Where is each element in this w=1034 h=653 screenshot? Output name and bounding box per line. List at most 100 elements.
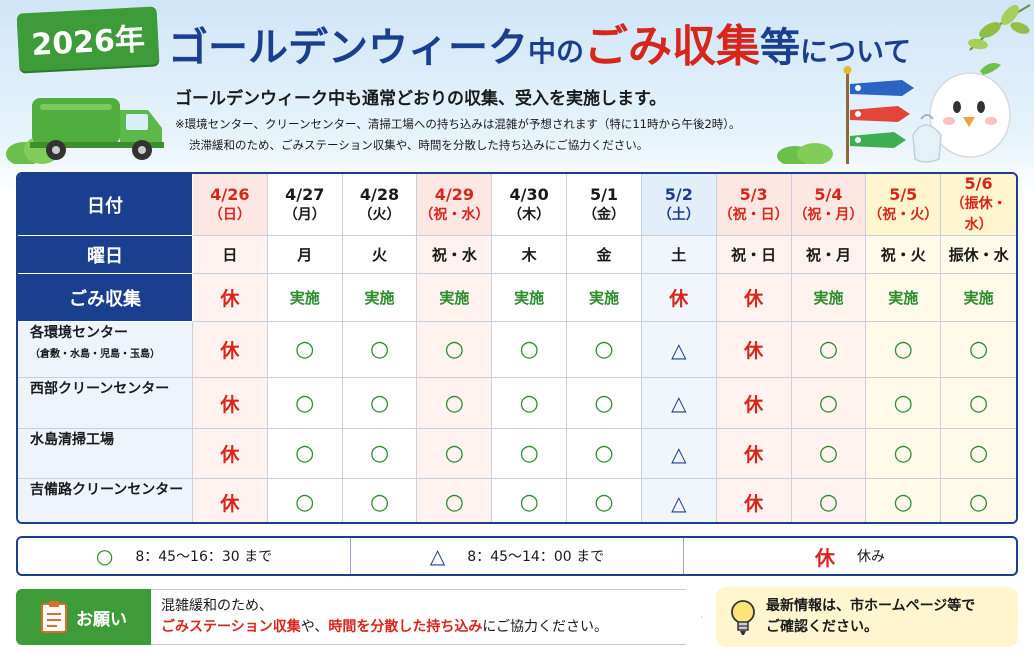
status-cell: ○ (267, 378, 343, 429)
date-paren: （祝・火） (868, 206, 939, 223)
status-cell: ○ (417, 429, 493, 479)
weekday-cell: 金 (567, 236, 642, 274)
status-cell: ○ (492, 429, 568, 479)
status-cell: ○ (417, 378, 493, 429)
date-paren: （月） (283, 206, 326, 223)
legend-triangle: △ 8：45～14：00 まで (351, 538, 684, 574)
date-text: 4/28 (359, 184, 400, 204)
status-cell: 休 (193, 378, 268, 429)
weekday-cell: 祝・月 (791, 236, 867, 274)
date-paren: （祝・日） (718, 206, 789, 223)
collection-status: 実施 (417, 274, 493, 322)
legend-circle: ○ 8：45～16：30 まで (18, 538, 351, 574)
facility-label: 各環境センター （倉敷・水島・児島・玉島） (18, 322, 193, 378)
status-cell: ○ (791, 429, 867, 479)
legend: ○ 8：45～16：30 まで △ 8：45～14：00 まで 休 休み (16, 536, 1018, 576)
status-cell: △ (641, 322, 717, 378)
date-paren: （土） (657, 206, 700, 223)
date-paren: （日） (208, 206, 251, 223)
rest-symbol: 休 (815, 545, 835, 570)
status-cell: ○ (567, 378, 642, 429)
status-cell: 休 (193, 322, 268, 378)
facility-name: 水島清掃工場 (30, 432, 114, 448)
light-bulb-icon (731, 600, 755, 635)
koinobori-icon (843, 66, 914, 164)
weekday-cell: 月 (267, 236, 343, 274)
info-text: 最新情報は、市ホームページ等で ご確認ください。 (766, 596, 975, 638)
status-cell: ○ (567, 479, 642, 522)
weekday-cell: 祝・水 (417, 236, 493, 274)
triangle-symbol: △ (429, 544, 446, 568)
weekday-cell: 火 (342, 236, 418, 274)
schedule-table: 日付 4/26 （日） 4/27 （月） 4/28 （火） 4/29 （祝・水） 4/30 （木） 5… (16, 172, 1018, 524)
date-header: 4/29 （祝・水） (417, 174, 493, 236)
collection-status: 実施 (567, 274, 642, 322)
year-badge: 2026年 (16, 6, 160, 72)
legend-rest-text: 休み (857, 549, 885, 565)
status-cell: △ (641, 429, 717, 479)
facility-name: 各環境センター (30, 325, 128, 341)
status-cell: ○ (492, 322, 568, 378)
collection-status: 実施 (866, 274, 942, 322)
status-cell: ○ (268, 479, 343, 522)
date-paren: （火） (358, 206, 401, 223)
date-text: 5/2 (664, 184, 693, 204)
weekday-cell: 祝・火 (866, 236, 942, 274)
status-cell: ○ (941, 378, 1016, 429)
clipboard-icon (41, 601, 67, 633)
collection-status: 実施 (791, 274, 867, 322)
request-line1: 混雑緩和のため、 (161, 598, 273, 614)
date-header: 5/5 （祝・火） (866, 174, 942, 236)
legend-triangle-text: 8：45～14：00 まで (467, 549, 605, 565)
status-cell: ○ (791, 378, 867, 429)
congestion-note: ※環境センター、クリーンセンター、清掃工場への持ち込みは混雑が予想されます（特に… (175, 114, 741, 156)
info-box: 最新情報は、市ホームページ等で ご確認ください。 (716, 587, 1018, 647)
bush-right-icon (777, 143, 833, 164)
facility-name: 西部クリーンセンター (30, 381, 170, 397)
request-tag-label: お願い (76, 609, 127, 630)
date-header: 4/26 （日） (193, 174, 268, 236)
date-paren: （金） (582, 206, 625, 223)
date-text: 5/6 (964, 174, 993, 193)
date-header: 5/3 （祝・日） (716, 174, 792, 236)
note-line1: ※環境センター、クリーンセンター、清掃工場への持ち込みは混雑が予想されます（特に… (175, 117, 741, 131)
status-cell: 休 (193, 429, 268, 479)
date-text: 5/3 (739, 184, 768, 204)
status-cell: 休 (193, 479, 268, 522)
collection-status: 休 (193, 274, 268, 322)
weekday-cell: 日 (193, 236, 268, 274)
status-cell: 休 (716, 479, 792, 522)
status-cell: ○ (791, 479, 867, 522)
weekday-cell: 土 (641, 236, 717, 274)
status-cell: ○ (492, 479, 568, 522)
status-cell: ○ (567, 322, 642, 378)
date-paren: （木） (508, 206, 551, 223)
status-cell: ○ (267, 429, 343, 479)
date-header: 4/27 （月） (267, 174, 343, 236)
page-title: ゴールデンウィーク 中の ごみ収集 等 について (168, 21, 912, 72)
date-header: 5/1 （金） (567, 174, 642, 236)
date-header: 4/28 （火） (342, 174, 418, 236)
date-header: 5/2 （土） (641, 174, 717, 236)
request-box: お願い 混雑緩和のため、 ごみステーション収集や、時間を分散した持ち込みにご協力… (16, 589, 702, 645)
collection-status: 実施 (342, 274, 418, 322)
subtitle: ゴールデンウィーク中も通常どおりの収集、受入を実施します。 (175, 89, 667, 109)
date-label: 日付 (18, 174, 193, 236)
date-text: 4/29 (434, 184, 474, 204)
circle-symbol: ○ (95, 544, 114, 568)
request-line2: ごみステーション収集や、時間を分散した持ち込みにご協力ください。 (161, 619, 609, 635)
status-cell: ○ (417, 322, 493, 378)
weekday-cell: 木 (492, 236, 568, 274)
legend-rest: 休 休み (684, 538, 1016, 574)
status-cell: ○ (941, 429, 1016, 479)
collection-status: 実施 (267, 274, 343, 322)
collection-status: 休 (716, 274, 792, 322)
request-body: 混雑緩和のため、 ごみステーション収集や、時間を分散した持ち込みにご協力ください… (151, 589, 702, 645)
request-tag: お願い (16, 589, 151, 645)
status-cell: ○ (417, 479, 493, 522)
status-cell: ○ (866, 322, 942, 378)
date-paren: （祝・月） (793, 206, 864, 223)
note-line2: 渋滞緩和のため、ごみステーション収集や、時間を分散した持ち込みにご協力ください。 (189, 138, 649, 152)
weekday-cell: 祝・日 (716, 236, 792, 274)
collection-label: ごみ収集 (18, 274, 193, 322)
